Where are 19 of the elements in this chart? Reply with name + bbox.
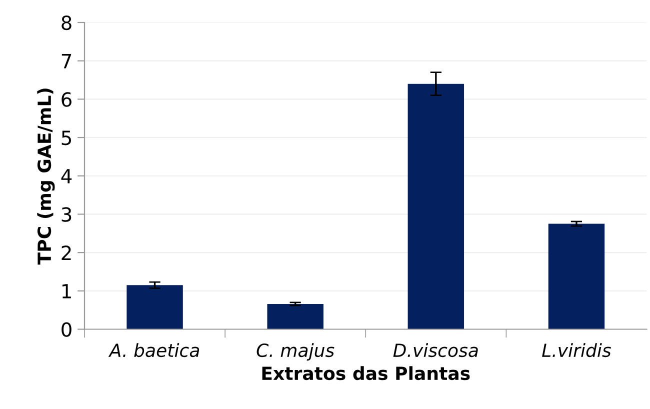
y-tick-label: 8 <box>62 15 72 30</box>
y-tick-label: 5 <box>62 130 71 146</box>
y-tick-label: 2 <box>62 246 71 260</box>
y-tick-label: 3 <box>62 207 72 222</box>
x-tick-label: C. majus <box>256 343 334 361</box>
x-tick-label: D.viscosa <box>393 343 478 358</box>
x-axis-title: Extratos das Plantas <box>262 366 470 380</box>
y-tick-label: 7 <box>62 54 72 68</box>
y-tick-label: 0 <box>62 322 72 337</box>
bar <box>126 285 183 330</box>
x-tick-label: L.viridis <box>542 343 611 358</box>
x-tick-label: A. baetica <box>108 343 200 358</box>
y-tick-label: 4 <box>61 169 72 184</box>
y-tick-label: 1 <box>62 284 71 298</box>
bar <box>548 224 605 330</box>
y-axis-title: TPC (mg GAE/mL) <box>37 88 55 265</box>
bar <box>408 84 464 330</box>
y-tick-label: 6 <box>62 92 72 107</box>
bar <box>267 304 324 330</box>
